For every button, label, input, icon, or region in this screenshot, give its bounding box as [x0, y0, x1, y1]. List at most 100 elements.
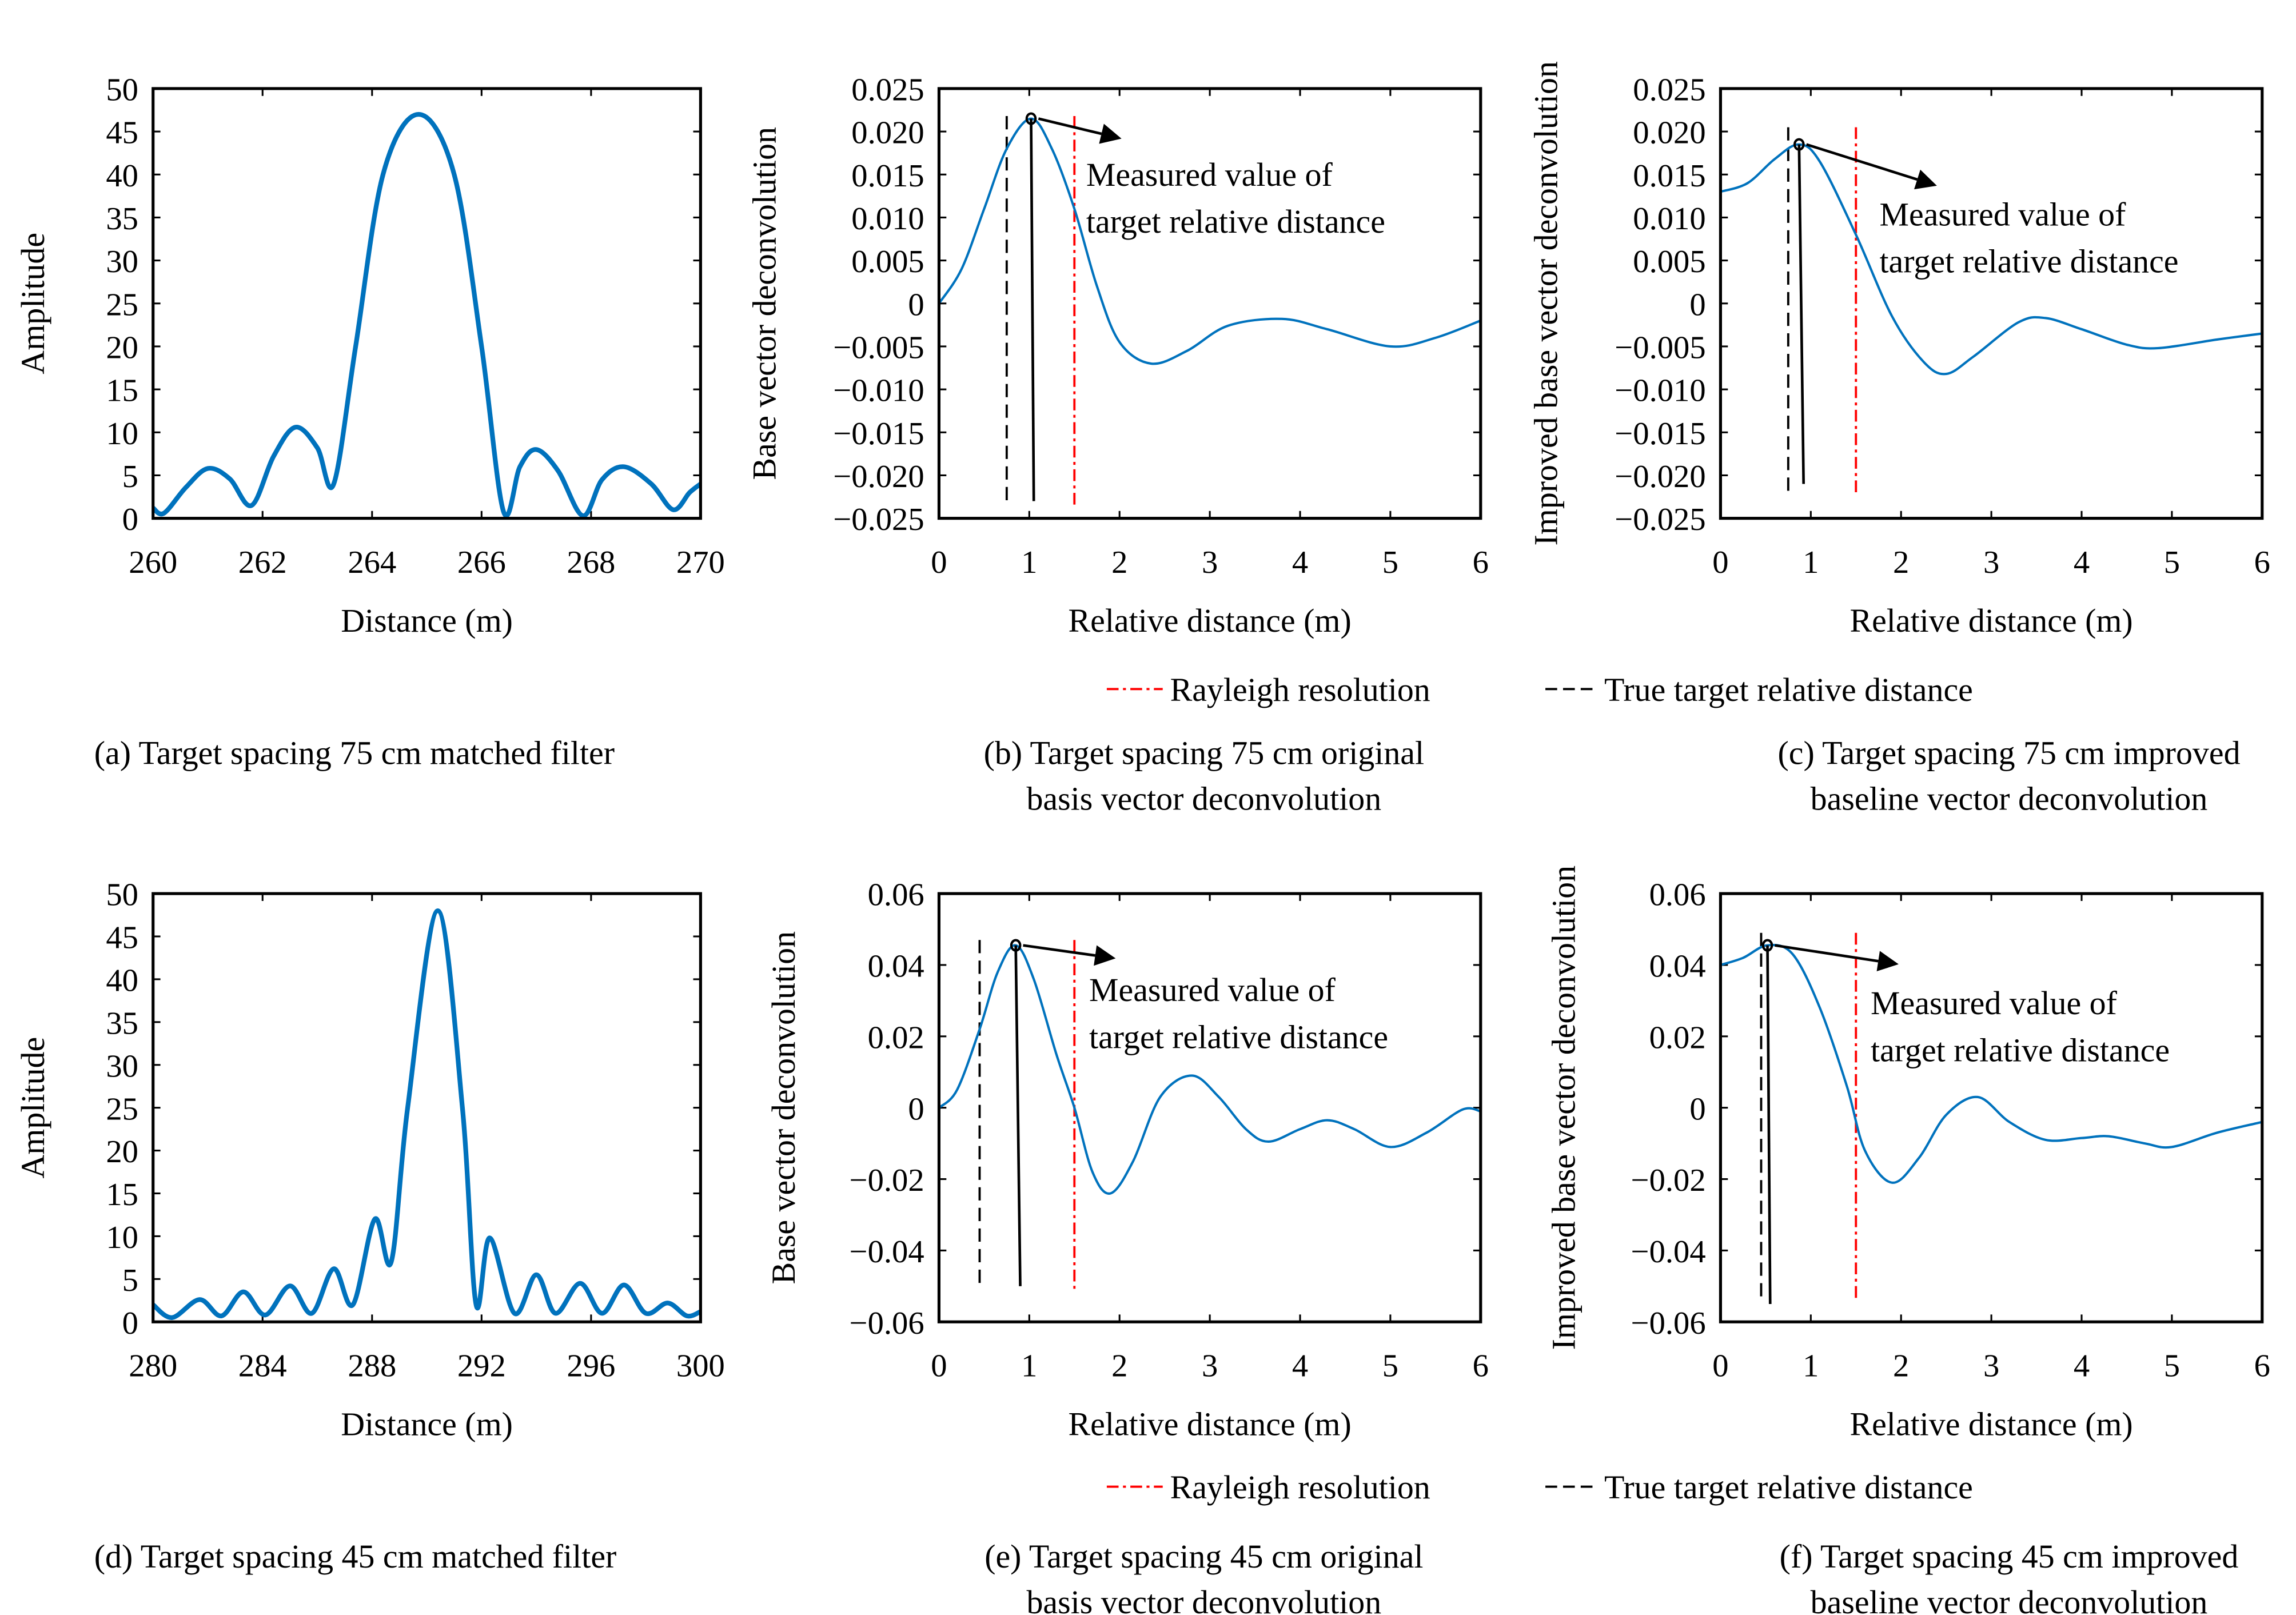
x-axis-label: Relative distance (m) [1069, 1405, 1352, 1442]
y-tick-label: 35 [106, 1006, 138, 1041]
measured-stem-line [1797, 144, 1805, 484]
legend-rayleigh-label: Rayleigh resolution [1170, 1469, 1430, 1506]
y-tick-label: −0.02 [1631, 1163, 1706, 1198]
x-tick-label: 2 [1893, 545, 1909, 580]
x-tick-label: 5 [1382, 545, 1398, 580]
y-tick-label: 0.015 [851, 158, 924, 194]
chart-panel-f: 0 1 2 3 4 5 6 −0.06 −0.04 −0.02 0 0.02 0.04 0.06 Measu… [1545, 866, 2270, 1615]
x-tick-label: 0 [931, 1348, 947, 1383]
chart-panel-a: 260 262 264 266 268 270 0 5 10 15 20 25 30 35 40 45 50 Di… [14, 73, 725, 772]
annotation-text: Measured value of [1086, 156, 1333, 193]
annotation-arrow-line [1805, 143, 1918, 181]
panel-caption: (b) Target spacing 75 cm original [984, 735, 1425, 772]
x-tick-label: 260 [129, 545, 177, 580]
plot-frame [937, 87, 1482, 520]
measured-value-marker [1793, 138, 1805, 151]
y-tick-label: 25 [106, 287, 138, 322]
plot-frame [937, 892, 1482, 1323]
measured-stem-line [1030, 118, 1035, 501]
data-series-line [938, 117, 1481, 365]
x-tick-label: 5 [2164, 1348, 2180, 1383]
x-axis-label: Relative distance (m) [1849, 602, 2132, 639]
y-tick-label: −0.04 [850, 1234, 924, 1270]
y-tick-label: 5 [122, 459, 138, 495]
annotation-text: target relative distance [1871, 1032, 2170, 1069]
y-axis-label: Improved base vector deconvolution [1545, 866, 1583, 1350]
y-tick-label: 15 [106, 1177, 138, 1213]
data-series-line [152, 111, 702, 519]
x-tick-label: 1 [1803, 1348, 1819, 1383]
y-tick-label: 0.005 [1633, 244, 1705, 280]
chart-panel-d: 280 284 288 292 296 300 0 5 10 15 20 25 30 35 40 45 50 Di… [14, 878, 725, 1575]
panel-caption: basis vector deconvolution [1026, 780, 1381, 817]
data-series-line [152, 908, 702, 1320]
x-tick-label: 3 [1983, 545, 1999, 580]
annotation-text: Measured value of [1089, 971, 1336, 1008]
y-axis-label: Amplitude [14, 233, 51, 374]
chart-panel-b: 0 1 2 3 4 5 6 −0.025 −0.020 −0.015 −0.010 −0.005 0 0.… [746, 73, 1489, 818]
plot-frame [152, 892, 702, 1323]
panel-caption: baseline vector deconvolution [1811, 1584, 2208, 1615]
measured-stem-line [1014, 945, 1022, 1286]
x-tick-label: 2 [1111, 1348, 1127, 1383]
annotation-text: target relative distance [1089, 1018, 1388, 1055]
y-tick-label: −0.020 [833, 459, 924, 495]
x-tick-label: 4 [2074, 545, 2090, 580]
x-tick-label: 288 [348, 1348, 396, 1383]
measured-value-marker [1761, 939, 1773, 952]
x-tick-label: 0 [1712, 1348, 1728, 1383]
x-tick-label: 1 [1021, 545, 1037, 580]
y-tick-label: 15 [106, 373, 138, 409]
y-tick-label: −0.04 [1631, 1234, 1706, 1270]
y-tick-label: 0.020 [1633, 115, 1705, 151]
y-tick-label: 10 [106, 416, 138, 452]
y-tick-label: 30 [106, 244, 138, 280]
y-tick-label: −0.020 [1615, 459, 1705, 495]
y-tick-label: 0 [908, 287, 924, 322]
y-tick-label: 5 [122, 1263, 138, 1298]
legend-rayleigh-label: Rayleigh resolution [1170, 671, 1430, 708]
y-tick-label: 25 [106, 1091, 138, 1127]
y-tick-label: 0 [122, 502, 138, 537]
annotation-text: Measured value of [1879, 196, 2126, 233]
x-tick-label: 280 [129, 1348, 177, 1383]
data-series-line [938, 944, 1481, 1195]
y-axis-label: Improved base vector deconvolution [1528, 61, 1565, 545]
legend-true-distance-label: True target relative distance [1604, 671, 1973, 708]
x-tick-label: 262 [238, 545, 287, 580]
x-axis-label: Distance (m) [341, 1405, 513, 1442]
chart-panel-c: 0 1 2 3 4 5 6 −0.025 −0.020 −0.015 −0.010 −0.005 0 0.… [1528, 61, 2270, 817]
y-tick-label: −0.005 [833, 330, 924, 366]
y-tick-label: −0.015 [833, 416, 924, 452]
x-tick-label: 1 [1803, 545, 1819, 580]
measured-value-marker [1010, 939, 1022, 952]
legend: Rayleigh resolution True target relative … [1106, 671, 1973, 708]
y-tick-label: 0 [1689, 1091, 1705, 1127]
x-tick-label: 4 [1292, 545, 1308, 580]
plot-frame [152, 87, 702, 520]
y-tick-label: −0.005 [1615, 330, 1705, 366]
x-tick-label: 3 [1202, 545, 1218, 580]
panel-caption: basis vector deconvolution [1026, 1584, 1381, 1615]
y-tick-label: 0.005 [851, 244, 924, 280]
plot-frame [1719, 87, 2264, 520]
x-tick-label: 1 [1021, 1348, 1037, 1383]
y-tick-label: −0.025 [1615, 502, 1705, 537]
x-tick-label: 270 [676, 545, 725, 580]
y-tick-label: 0.010 [1633, 201, 1705, 237]
panel-caption: (a) Target spacing 75 cm matched filter [94, 735, 615, 772]
y-tick-label: −0.015 [1615, 416, 1705, 452]
x-tick-label: 4 [1292, 1348, 1308, 1383]
x-tick-label: 6 [2254, 545, 2270, 580]
measured-stem-line [1766, 945, 1772, 1305]
data-series-line [1720, 143, 2263, 376]
x-tick-label: 300 [676, 1348, 725, 1383]
y-tick-label: 20 [106, 1134, 138, 1170]
y-tick-label: −0.025 [833, 502, 924, 537]
y-tick-label: −0.02 [850, 1163, 924, 1198]
x-tick-label: 5 [2164, 545, 2180, 580]
x-tick-label: 266 [457, 545, 506, 580]
x-tick-label: 268 [567, 545, 615, 580]
y-tick-label: 0 [1689, 287, 1705, 322]
